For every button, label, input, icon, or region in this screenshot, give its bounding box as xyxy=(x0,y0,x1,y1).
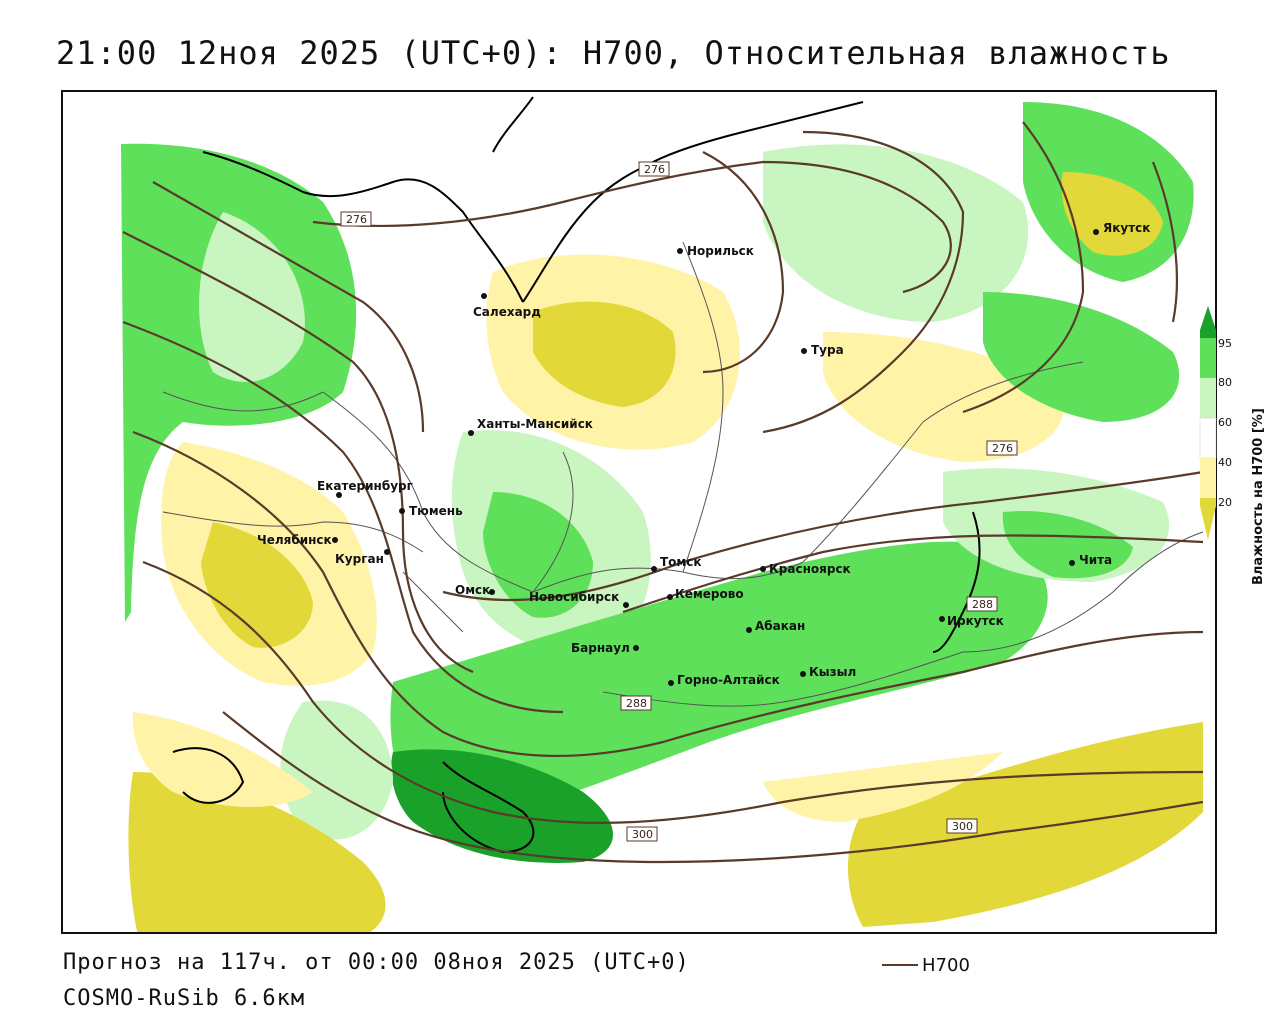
city-label-salekhard: Салехард xyxy=(473,305,541,319)
contour-line xyxy=(622,534,1204,614)
city-label-krasnoyarsk: Красноярск xyxy=(769,562,851,576)
rh-field-sw-dry xyxy=(128,772,386,932)
city-label-gorno-altaysk: Горно-Алтайск xyxy=(677,673,780,687)
coastline xyxy=(172,96,981,854)
contour-line xyxy=(152,181,425,433)
rh-field-south-light xyxy=(280,700,393,840)
contour-label: 300 xyxy=(952,820,973,833)
rh-field-baikal-green xyxy=(1002,511,1133,579)
cities: Салехард Норильск Якутск Тура Ханты-Манс… xyxy=(257,221,1150,687)
contour-label: 288 xyxy=(626,697,647,710)
city-label-barnaul: Барнаул xyxy=(571,641,630,655)
legend-swatch-low-band xyxy=(1200,498,1216,506)
city-label-kemerovo: Кемерово xyxy=(675,587,744,601)
rh-field-yakutsk-dry xyxy=(1061,172,1163,256)
rh-field-sw-yellow xyxy=(132,712,313,807)
map-canvas: 276 276 276 288 288 300 300 Салехард Нор… xyxy=(121,96,1204,932)
contour-key-label: H700 xyxy=(922,954,970,976)
city-label-yakutsk: Якутск xyxy=(1103,221,1150,235)
contour-label: 276 xyxy=(644,163,665,176)
city-label-kurgan: Курган xyxy=(335,552,384,566)
legend-swatch-40 xyxy=(1199,417,1217,459)
contour-line xyxy=(312,160,952,294)
contour-key: H700 xyxy=(882,953,970,977)
contour-label: 288 xyxy=(972,598,993,611)
legend-tick: 40 xyxy=(1218,456,1232,469)
rh-field-south-core xyxy=(391,749,613,863)
rh-field-ural-dry xyxy=(201,522,313,648)
city-label-tomsk: Томск xyxy=(660,555,702,569)
humidity-fields xyxy=(121,102,1203,932)
contour-line xyxy=(222,711,1204,864)
contour-line xyxy=(442,470,1204,602)
contour-line xyxy=(702,151,785,374)
city-label-chita: Чита xyxy=(1079,553,1112,567)
legend-swatch-low xyxy=(1200,506,1216,540)
contour-line xyxy=(762,130,965,434)
humidity-legend: 95 80 60 40 20 Влажность на H700 [%] xyxy=(1198,300,1278,600)
admin-borders xyxy=(162,241,1204,707)
map-title: 21:00 12ноя 2025 (UTC+0): H700, Относите… xyxy=(56,34,1171,72)
city-label-khanty-mansiysk: Ханты-Мансийск xyxy=(477,417,593,431)
city-label-abakan: Абакан xyxy=(755,619,805,633)
legend-tick: 60 xyxy=(1218,416,1232,429)
contour-line xyxy=(132,430,1204,758)
city-label-irkutsk: Иркутск xyxy=(947,614,1004,628)
contour-line xyxy=(122,231,474,674)
rh-field-south-band xyxy=(390,541,1048,832)
legend-tick: 20 xyxy=(1218,496,1232,509)
contour-line xyxy=(142,560,1204,824)
city-label-norilsk: Норильск xyxy=(687,244,754,258)
contour-labels: 276 276 276 288 288 300 300 xyxy=(340,161,1018,842)
contour-label: 300 xyxy=(632,828,653,841)
contour-label: 276 xyxy=(346,213,367,226)
rh-field-ne-green xyxy=(983,292,1180,422)
city-label-tura: Тура xyxy=(811,343,844,357)
model-name: COSMO-RuSib 6.6км xyxy=(63,986,306,1011)
map-frame: 276 276 276 288 288 300 300 Салехард Нор… xyxy=(61,90,1217,934)
city-label-novosibirsk: Новосибирск xyxy=(529,590,619,604)
city-label-tyumen: Тюмень xyxy=(409,504,463,518)
legend-tick: 80 xyxy=(1218,376,1232,389)
legend-swatch-80 xyxy=(1200,338,1216,378)
city-label-ekaterinburg: Екатеринбург xyxy=(317,479,413,493)
legend-swatch-95-band xyxy=(1200,330,1216,338)
contour-line xyxy=(1151,161,1178,323)
legend-colorbar: 95 80 60 40 20 Влажность на H700 [%] xyxy=(1199,306,1266,585)
contour-label: 276 xyxy=(992,442,1013,455)
city-label-omsk: Омск xyxy=(455,583,490,597)
contour-line xyxy=(122,320,564,714)
rh-field-yamal-dry xyxy=(533,301,676,407)
contour-key-line xyxy=(882,964,918,966)
legend-swatch-95 xyxy=(1200,306,1216,330)
city-label-chelyabinsk: Челябинск xyxy=(257,533,332,547)
rh-field-center-green xyxy=(483,492,593,618)
forecast-info: Прогноз на 117ч. от 00:00 08ноя 2025 (UT… xyxy=(63,950,690,975)
legend-title: Влажность на H700 [%] xyxy=(1251,408,1266,585)
rh-field-east-light xyxy=(763,144,1029,322)
legend-tick: 95 xyxy=(1218,337,1232,350)
legend-swatch-60 xyxy=(1200,378,1216,418)
h700-contours xyxy=(122,121,1204,864)
contour-line xyxy=(962,121,1085,414)
legend-swatch-20 xyxy=(1200,458,1216,498)
city-label-kyzyl: Кызыл xyxy=(809,665,856,679)
